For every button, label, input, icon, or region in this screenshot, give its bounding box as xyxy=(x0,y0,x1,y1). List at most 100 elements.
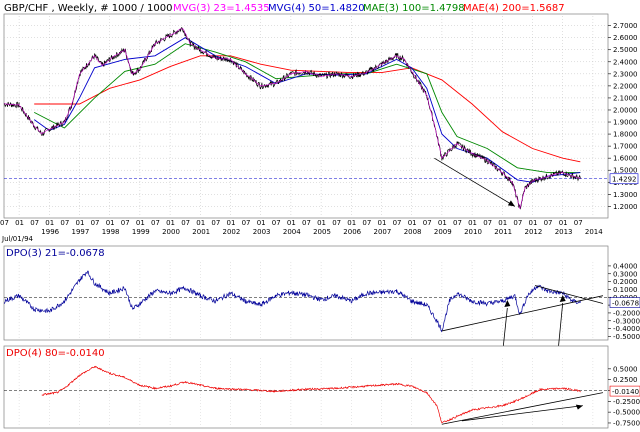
dpo3-series xyxy=(3,270,581,333)
dpo3-y-tick-label: 0.3000 xyxy=(613,270,638,278)
current-price-box xyxy=(609,173,639,185)
date-year-tick: 2013 xyxy=(555,228,573,236)
date-month-tick: 01 xyxy=(408,219,417,227)
price-y-tick-label: 2.1000 xyxy=(613,94,638,102)
date-month-tick: 07 xyxy=(544,219,553,227)
dpo3-trendline xyxy=(441,295,604,332)
date-year-tick: 2001 xyxy=(192,228,210,236)
date-month-tick: 01 xyxy=(438,219,447,227)
date-month-tick: 01 xyxy=(257,219,266,227)
price-y-tick-label: 1.7000 xyxy=(613,143,638,151)
date-month-tick: 07 xyxy=(181,219,190,227)
date-year-tick: 2005 xyxy=(313,228,331,236)
date-month-tick: 01 xyxy=(498,219,507,227)
trendline-arrowhead xyxy=(507,200,515,207)
dpo3-arrowhead xyxy=(504,300,511,307)
dpo3-y-tick-label: -0.5000 xyxy=(613,333,640,341)
date-year-tick: 1998 xyxy=(102,228,120,236)
date-year-tick: 2009 xyxy=(434,228,452,236)
price-y-tick-label: 1.2000 xyxy=(613,203,638,211)
indicator-label-mae3: MAE(3) 100=1.4798 xyxy=(363,3,465,14)
date-month-tick: 07 xyxy=(332,219,341,227)
price-y-tick-label: 2.5000 xyxy=(613,46,638,54)
date-month-tick: 01 xyxy=(468,219,477,227)
dpo4-line xyxy=(41,365,581,424)
price-y-tick-label: 2.7000 xyxy=(613,22,638,30)
date-month-tick: 07 xyxy=(121,219,130,227)
date-month-tick: 01 xyxy=(559,219,568,227)
date-month-tick: 07 xyxy=(151,219,160,227)
date-month-tick: 01 xyxy=(166,219,175,227)
price-y-tick-label: 2.4000 xyxy=(613,58,638,66)
date-month-tick: 01 xyxy=(378,219,387,227)
date-month-tick: 07 xyxy=(211,219,220,227)
dpo4-panel-frame xyxy=(3,345,609,429)
date-month-tick: 01 xyxy=(106,219,115,227)
date-month-tick: 07 xyxy=(483,219,492,227)
dpo3-arrowhead xyxy=(559,295,566,302)
date-month-tick: 07 xyxy=(423,219,432,227)
date-start-label: Jul/01/94 xyxy=(1,235,34,243)
dpo3-title: DPO(3) 21=-0.0678 xyxy=(6,248,105,259)
date-month-tick: 07 xyxy=(0,219,9,227)
price-annotations xyxy=(434,157,516,207)
dpo3-panel-frame xyxy=(3,245,609,341)
date-month-tick: 01 xyxy=(529,219,538,227)
date-month-tick: 01 xyxy=(136,219,145,227)
date-year-tick: 1996 xyxy=(41,228,59,236)
date-year-tick: 2010 xyxy=(464,228,482,236)
price-y-tick-label: 2.6000 xyxy=(613,34,638,42)
dpo4-current-label: -0.0140 xyxy=(612,388,639,396)
price-panel: 2.7000 2.6000 2.5000 2.4000 2.3000 2.2000 2.10… xyxy=(3,13,639,219)
date-month-tick: 01 xyxy=(45,219,54,227)
trendline-arrow xyxy=(434,157,516,207)
dpo4-title: DPO(4) 80=-0.0140 xyxy=(6,348,105,359)
date-year-tick: 2004 xyxy=(283,228,301,236)
dpo3-y-tick-label: -0.4000 xyxy=(613,325,640,333)
date-month-tick: 07 xyxy=(513,219,522,227)
ma-50-line xyxy=(33,37,581,183)
date-month-tick: 07 xyxy=(302,219,311,227)
dpo4-y-tick-label: -0.2500 xyxy=(613,398,640,406)
price-y-tick-label: 2.0000 xyxy=(613,106,638,114)
date-month-tick: 07 xyxy=(30,219,39,227)
date-year-tick: 1997 xyxy=(72,228,90,236)
date-axis: 07 01 07 01 07 01 07 01 07 01 07 01 07 01 07 01 07 01 07 01… xyxy=(0,219,603,236)
date-year-tick: 2014 xyxy=(585,228,603,236)
price-y-tick-label: 1.8000 xyxy=(613,131,638,139)
dpo3-trendline xyxy=(534,285,604,304)
date-month-tick: 07 xyxy=(242,219,251,227)
chart-title: GBP/CHF , Weekly, # 1000 / 1000 xyxy=(4,3,172,14)
dpo4-trendline xyxy=(441,392,604,425)
dpo3-panel: DPO(3) 21=-0.0678 0.40000.30000.20000.10… xyxy=(3,245,640,366)
date-month-tick: 07 xyxy=(393,219,402,227)
price-y-tick-label: 2.2000 xyxy=(613,82,638,90)
dpo4-annotations xyxy=(441,392,604,425)
date-month-tick: 01 xyxy=(76,219,85,227)
dpo4-y-tick-label: 0.2500 xyxy=(613,376,638,384)
dpo4-arrowhead xyxy=(575,404,583,410)
dpo3-current-label: -0.0678 xyxy=(612,300,639,308)
date-month-tick: 07 xyxy=(91,219,100,227)
date-month-tick: 01 xyxy=(227,219,236,227)
date-year-tick: 2011 xyxy=(494,228,512,236)
dpo3-line xyxy=(3,270,581,333)
dpo3-y-tick-label: 0.4000 xyxy=(613,262,638,270)
price-grid xyxy=(4,16,608,216)
price-y-tick-label: 1.9000 xyxy=(613,119,638,127)
date-month-tick: 07 xyxy=(362,219,371,227)
dpo3-y-tick-label: -0.2000 xyxy=(613,309,640,317)
date-year-tick: 2003 xyxy=(253,228,271,236)
dpo4-y-tick-label: 0.5000 xyxy=(613,365,638,373)
date-year-tick: 2012 xyxy=(525,228,543,236)
date-month-tick: 01 xyxy=(287,219,296,227)
date-month-tick: 07 xyxy=(60,219,69,227)
dpo4-series xyxy=(41,365,581,424)
dpo4-y-tick-label: -0.5000 xyxy=(613,409,640,417)
price-series xyxy=(3,27,581,210)
price-y-tick-label: 1.5000 xyxy=(613,167,638,175)
date-month-tick: 07 xyxy=(574,219,583,227)
date-year-tick: 2002 xyxy=(223,228,241,236)
